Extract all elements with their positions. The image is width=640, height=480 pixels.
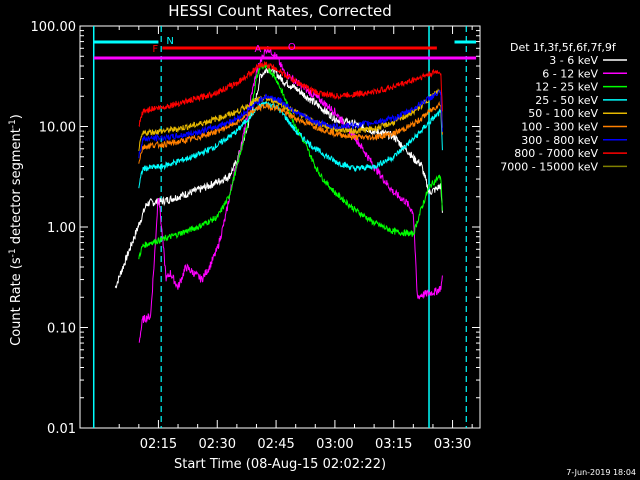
footer-date: 7-Jun-2019 18:04 — [566, 468, 636, 477]
series-line-3 — [138, 101, 443, 189]
legend-entry-4: 50 - 100 keV — [528, 107, 598, 120]
annotation-0: A — [255, 44, 262, 55]
y-axis-label: Count Rate (s-1 detector segment-1) — [8, 114, 24, 346]
legend-entry-5: 100 - 300 keV — [521, 121, 598, 134]
legend-title: Det 1f,3f,5f,6f,7f,9f — [510, 41, 617, 54]
y-tick-label: 1.00 — [47, 221, 76, 236]
series-line-5 — [138, 101, 443, 164]
ticks-layer: 100.00 10.00 1.00 0.10 0.01 02:15 02:30 02:45 03… — [31, 20, 480, 452]
x-tick-label: 02:15 — [140, 437, 177, 452]
series-line-6 — [138, 90, 443, 159]
flag-label-red: F — [152, 44, 158, 55]
y-tick-label: 10.00 — [39, 121, 76, 136]
x-tick-label: 03:00 — [316, 437, 353, 452]
y-tick-label: 100.00 — [31, 20, 77, 35]
x-tick-label: 02:30 — [199, 437, 236, 452]
legend-entry-3: 25 - 50 keV — [535, 94, 598, 107]
series-line-0 — [114, 65, 443, 289]
legend-entry-7: 800 - 7000 keV — [514, 147, 598, 160]
y-tick-label: 0.01 — [47, 422, 76, 437]
legend-entry-2: 12 - 25 keV — [535, 81, 598, 94]
legend-entry-6: 300 - 800 keV — [521, 134, 598, 147]
annotation-1: O — [288, 42, 296, 53]
y-tick-label: 0.10 — [47, 322, 76, 337]
x-tick-label: 03:15 — [375, 437, 412, 452]
attenuator-label: N — [166, 36, 173, 47]
legend-entry-1: 6 - 12 keV — [542, 67, 598, 80]
plot-frame — [79, 25, 481, 429]
series-line-2 — [138, 63, 443, 260]
legend-entry-0: 3 - 6 keV — [549, 54, 598, 67]
x-axis-label: Start Time (08-Aug-15 02:02:22) — [174, 457, 386, 472]
legend-entry-8: 7000 - 15000 keV — [500, 160, 598, 173]
series-line-7 — [138, 61, 443, 128]
vertical-markers-layer — [92, 26, 467, 428]
x-tick-label: 03:30 — [434, 437, 471, 452]
chart-frame-layer — [79, 25, 481, 429]
series-line-4 — [138, 88, 443, 151]
x-tick-label: 02:45 — [257, 437, 294, 452]
series-line-1 — [138, 45, 443, 343]
chart-title: HESSI Count Rates, Corrected — [168, 2, 392, 20]
flag-bars-layer: NF — [93, 36, 477, 60]
series-layer — [114, 45, 443, 343]
